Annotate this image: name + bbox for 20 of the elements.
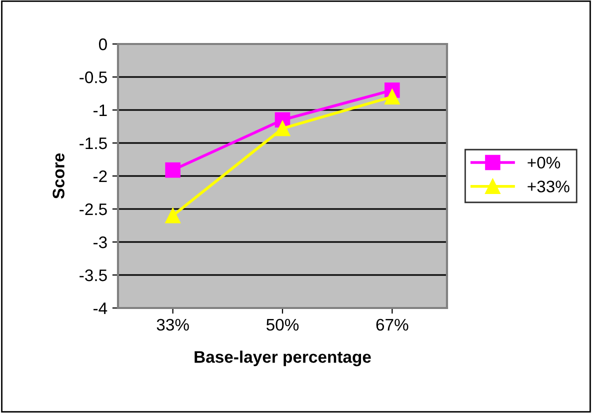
y-tick-label: -2.5 bbox=[80, 203, 107, 216]
point bbox=[165, 208, 180, 224]
y-tick-label: 0 bbox=[98, 38, 107, 50]
y-tick-label: -2 bbox=[94, 170, 107, 182]
y-axis-title: Score bbox=[52, 153, 64, 199]
legend-label: +0% bbox=[528, 156, 560, 169]
y-tick-label: -3 bbox=[94, 236, 107, 248]
y-tick-label: -3.5 bbox=[80, 269, 107, 282]
y-tick-label: -1 bbox=[94, 104, 107, 116]
y-tick-label: -4 bbox=[94, 302, 108, 314]
x-tick-label: 50% bbox=[266, 318, 299, 331]
x-tick-label: 33% bbox=[156, 318, 189, 331]
legend-label: +33% bbox=[528, 180, 570, 192]
y-tick-label: -1.5 bbox=[80, 138, 107, 150]
x-tick-label: 67% bbox=[376, 318, 408, 331]
point bbox=[384, 89, 400, 104]
point bbox=[274, 120, 290, 136]
point bbox=[165, 162, 180, 178]
x-axis-title: Base-layer percentage bbox=[194, 350, 371, 366]
y-tick-label: -0.5 bbox=[80, 71, 107, 84]
